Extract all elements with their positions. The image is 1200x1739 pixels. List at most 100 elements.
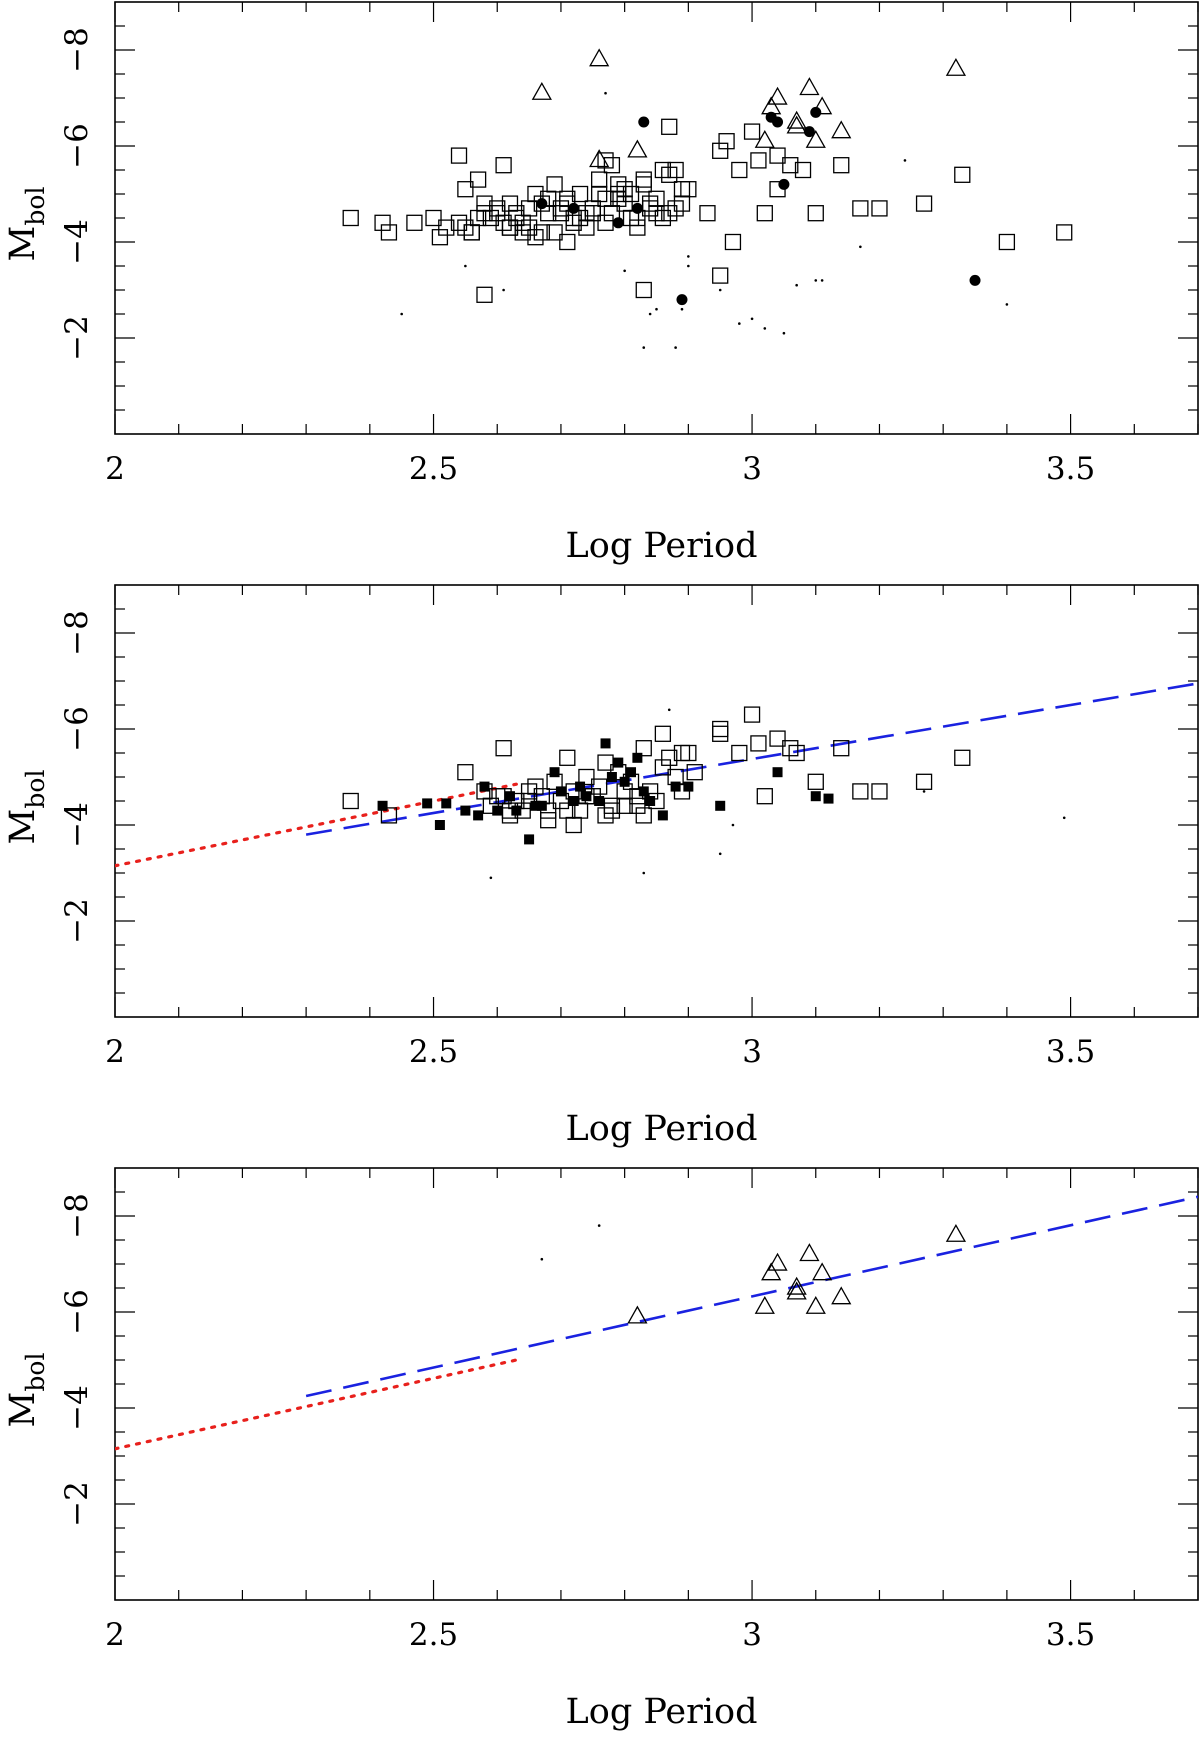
open-square-point <box>597 152 614 169</box>
open-square-point <box>469 171 487 188</box>
open-square-point <box>807 773 824 790</box>
x-axis-label: Log Period <box>566 526 758 566</box>
open-triangle-point <box>799 77 820 96</box>
x-tick-label: 2.5 <box>409 1034 458 1070</box>
dot-point <box>674 346 677 349</box>
filled-circle-point <box>638 116 650 128</box>
open-square-point <box>565 214 582 231</box>
series-small-dots <box>540 1224 601 1261</box>
filled-square-point <box>377 800 388 811</box>
filled-square-point <box>657 810 668 821</box>
dot-point <box>540 1257 544 1261</box>
y-tick-label: −4 <box>59 1385 95 1431</box>
filled-circle-point <box>676 294 688 306</box>
y-tick-label: −4 <box>59 219 95 265</box>
open-square-point <box>533 224 550 241</box>
filled-square-point <box>613 757 624 768</box>
panel-top: 2 2.5 3 3.5 −2 −4 −6 −8 Log Period Mbol <box>3 1 1199 566</box>
filled-square-point <box>606 772 617 782</box>
open-square-point <box>622 209 640 227</box>
filled-square-point <box>536 800 547 811</box>
open-square-point <box>591 185 608 203</box>
dot-point <box>604 91 607 95</box>
open-square-point <box>782 157 799 174</box>
x-tick-label: 3.5 <box>1046 1617 1095 1653</box>
y-tick-label: −4 <box>59 802 95 848</box>
open-triangle-point <box>627 139 648 158</box>
open-triangle-point <box>812 96 833 115</box>
open-square-point <box>718 133 735 150</box>
open-square-point <box>750 735 767 752</box>
plot-frame <box>114 584 1199 1018</box>
open-square-point <box>425 209 442 227</box>
dot-point <box>859 245 862 249</box>
series-open-triangles <box>531 48 967 168</box>
open-square-point <box>731 161 748 179</box>
y-axis-label-sub: bol <box>21 770 50 809</box>
open-square-point <box>406 214 423 231</box>
open-square-point <box>374 214 391 231</box>
open-square-point <box>527 185 544 203</box>
open-square-point <box>438 219 455 236</box>
x-tick-label: 2 <box>105 1617 125 1653</box>
open-square-point <box>629 797 646 814</box>
x-tick-label: 2 <box>105 1034 125 1070</box>
series-filled-circles <box>536 106 981 306</box>
open-triangle-point <box>754 129 775 148</box>
open-square-point <box>712 725 729 742</box>
dot-point <box>687 264 690 268</box>
open-square-point <box>616 181 633 198</box>
open-square-point <box>852 783 869 800</box>
dot-point <box>750 317 754 321</box>
open-square-point <box>482 209 500 227</box>
red-dotted-fit <box>115 1358 518 1451</box>
y-tick-label: −2 <box>59 315 95 361</box>
filled-square-point <box>575 781 586 792</box>
filled-square-point <box>524 834 535 845</box>
dot-point <box>782 331 786 335</box>
y-tick-label: −8 <box>59 610 95 656</box>
open-square-point <box>654 725 672 742</box>
open-square-point <box>571 185 589 203</box>
filled-square-point <box>600 738 611 749</box>
dot-point <box>731 823 735 827</box>
x-tick-label: 2.5 <box>409 451 458 487</box>
open-square-point <box>520 219 538 236</box>
filled-square-point <box>638 786 649 797</box>
open-triangle-point <box>799 1243 820 1262</box>
dot-point <box>903 159 907 162</box>
open-square-point <box>495 214 512 231</box>
filled-circle-point <box>969 274 981 286</box>
x-tick-label: 2.5 <box>409 1617 458 1653</box>
open-square-point <box>654 759 672 776</box>
open-square-point <box>342 792 359 810</box>
open-square-point <box>629 219 646 236</box>
open-square-point <box>686 764 703 781</box>
x-tick-label: 3.5 <box>1046 1034 1095 1070</box>
open-square-point <box>559 749 576 766</box>
x-axis-label: Log Period <box>566 1109 758 1149</box>
filled-circle-point <box>803 126 815 138</box>
open-square-point <box>699 205 716 222</box>
filled-square-point <box>619 776 630 787</box>
open-square-point <box>520 783 538 800</box>
open-square-point <box>998 233 1016 251</box>
open-square-point <box>597 754 614 771</box>
open-square-point <box>712 267 729 284</box>
open-triangle-point <box>767 1252 788 1271</box>
dot-point <box>502 288 505 292</box>
open-triangle-point <box>761 96 782 115</box>
open-square-point <box>769 147 786 164</box>
filled-square-point <box>594 796 605 806</box>
dot-point <box>814 279 818 282</box>
series-filled-squares <box>377 738 834 845</box>
filled-square-point <box>434 820 445 830</box>
open-triangle-point <box>805 129 826 148</box>
open-triangle-point <box>945 1223 967 1242</box>
filled-square-point <box>715 800 726 811</box>
panel-middle: 2 2.5 3 3.5 −2 −4 −6 −8 Log Period Mbol <box>3 584 1199 1149</box>
blue-dashed-fit <box>305 1195 1198 1398</box>
series-open-squares <box>342 118 1073 303</box>
open-triangle-point <box>786 1276 807 1295</box>
